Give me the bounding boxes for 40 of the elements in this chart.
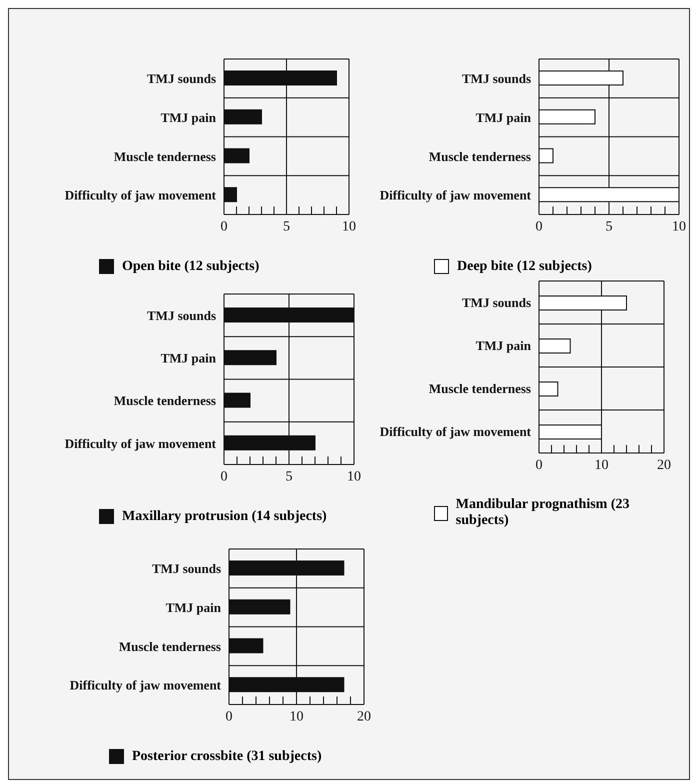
x-tick-label: 0 <box>536 458 542 473</box>
y-tick-label: Difficulty of jaw movement <box>380 424 532 440</box>
y-tick-label: Muscle tenderness <box>114 393 216 408</box>
y-tick-label: Muscle tenderness <box>428 381 531 396</box>
y-tick-label: TMJ pain <box>476 338 532 354</box>
x-tick-label: 10 <box>594 458 608 473</box>
y-tick-label: Difficulty of jaw movement <box>70 678 222 693</box>
y-tick-label: TMJ sounds <box>147 71 216 86</box>
legend-label: Maxillary protrusion (14 subjects) <box>122 508 327 524</box>
y-tick-label: TMJ sounds <box>152 561 221 576</box>
x-tick-label: 20 <box>657 458 671 473</box>
y-tick-label: Muscle tenderness <box>118 638 221 654</box>
y-tick-label: TMJ pain <box>160 110 217 125</box>
x-tick-label: 10 <box>672 219 686 234</box>
y-tick-label: TMJ sounds <box>462 295 531 310</box>
x-tick-label: 0 <box>220 469 228 484</box>
y-tick-label: TMJ pain <box>166 600 222 615</box>
legend-label: Deep bite (12 subjects) <box>457 258 592 274</box>
y-tick-label: TMJ pain <box>476 110 532 125</box>
x-tick-label: 5 <box>286 469 292 484</box>
x-tick-label: 20 <box>357 709 371 724</box>
y-tick-label: TMJ sounds <box>462 71 531 86</box>
y-tick-label: Difficulty of jaw movement <box>64 436 217 451</box>
legend-label: Posterior crossbite (31 subjects) <box>132 748 322 764</box>
y-tick-label: TMJ sounds <box>147 308 216 323</box>
y-tick-label: Difficulty of jaw movement <box>64 188 217 203</box>
legend-label: Mandibular prognathism (23 subjects) <box>456 497 631 529</box>
x-tick-label: 0 <box>226 709 232 724</box>
x-tick-label: 5 <box>606 219 612 234</box>
y-tick-label: Muscle tenderness <box>114 148 216 164</box>
x-tick-label: 10 <box>347 469 361 484</box>
x-tick-label: 5 <box>283 219 290 234</box>
x-tick-label: 0 <box>536 219 542 234</box>
legend-label: Open bite (12 subjects) <box>122 258 260 274</box>
y-tick-label: Difficulty of jaw movement <box>380 188 532 203</box>
x-tick-label: 0 <box>220 219 228 234</box>
y-tick-label: TMJ pain <box>160 350 217 366</box>
y-tick-label: Muscle tenderness <box>428 148 531 164</box>
x-tick-label: 10 <box>290 709 304 724</box>
x-tick-label: 10 <box>342 219 356 234</box>
